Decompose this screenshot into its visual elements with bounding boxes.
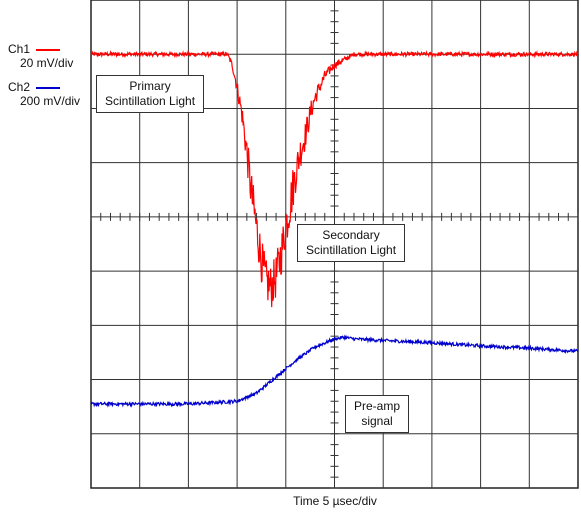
x-axis-label: Time 5 µsec/div (293, 494, 377, 508)
annotation-primary-line2: Scintillation Light (105, 94, 196, 108)
annotation-preamp: Pre-amp signal (345, 395, 410, 433)
trace-ch2 (90, 334, 579, 408)
trace-ch1 (90, 49, 579, 308)
annotation-secondary-line1: Secondary (322, 228, 380, 242)
annotation-primary: Primary Scintillation Light (96, 75, 205, 113)
legend-ch2-name: Ch2 (8, 80, 31, 94)
legend-ch1-name: Ch1 (8, 42, 31, 56)
legend-ch1-swatch (36, 48, 61, 51)
annotation-secondary: Secondary Scintillation Light (297, 224, 406, 262)
legend-ch2-swatch (36, 86, 61, 89)
legend-ch2: Ch2 200 mV/div (8, 80, 80, 108)
plot-traces (90, 49, 579, 408)
annotation-secondary-line2: Scintillation Light (306, 243, 397, 257)
annotation-preamp-line1: Pre-amp (354, 399, 401, 413)
legend-ch1-scale: 20 mV/div (20, 56, 74, 70)
plot-grid (90, 0, 579, 489)
legend-ch1: Ch1 20 mV/div (8, 42, 73, 70)
annotation-preamp-line2: signal (361, 414, 393, 428)
legend-ch2-scale: 200 mV/div (20, 94, 81, 108)
annotation-primary-line1: Primary (129, 79, 171, 93)
